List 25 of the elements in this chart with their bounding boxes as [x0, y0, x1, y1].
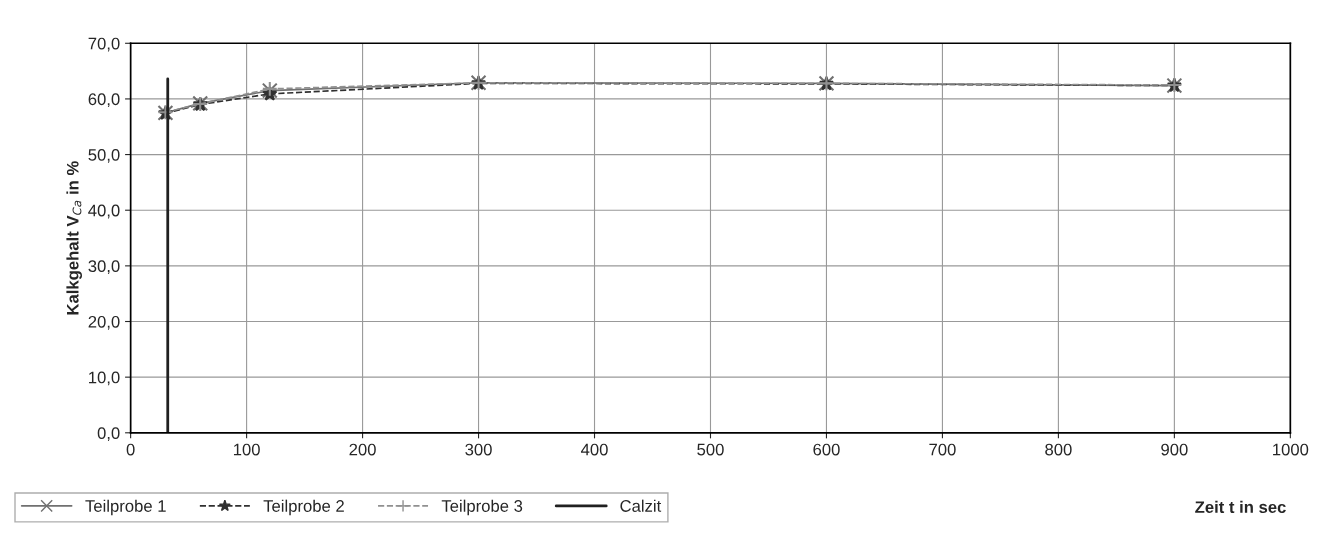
x-tick-label: 900: [1161, 443, 1188, 456]
x-tick-label: 800: [1045, 443, 1072, 456]
y-tick-label: 70,0: [88, 37, 120, 52]
y-tick-label: 20,0: [88, 315, 120, 330]
legend-label: Calzit: [620, 499, 662, 512]
x-tick-label: 1000: [1273, 443, 1309, 456]
x-axis-title: Zeit t in sec: [1195, 500, 1286, 514]
x-tick-label: 400: [581, 443, 608, 456]
x-tick-label: 200: [349, 443, 376, 456]
y-tick-label: 50,0: [88, 148, 120, 163]
y-tick-label: 10,0: [89, 371, 120, 386]
y-tick-label: 30,0: [88, 260, 120, 275]
y-tick-label: 0,0: [97, 427, 120, 441]
x-tick-label: 600: [813, 443, 840, 456]
x-tick-label: 500: [697, 443, 724, 456]
x-tick-label: 0: [126, 443, 135, 456]
legend-label: Teilprobe 3: [441, 499, 523, 516]
legend-label: Teilprobe 1: [85, 499, 166, 516]
legend-label: Teilprobe 2: [263, 499, 344, 516]
y-axis-title: Kalkgehalt V$_{Ca}$ in %: [66, 161, 82, 315]
x-tick-label: 700: [929, 443, 956, 456]
x-tick-label: 100: [233, 443, 260, 456]
y-tick-label: 40,0: [88, 204, 120, 219]
y-tick-label: 60,0: [88, 93, 120, 108]
x-tick-label: 300: [465, 443, 492, 456]
